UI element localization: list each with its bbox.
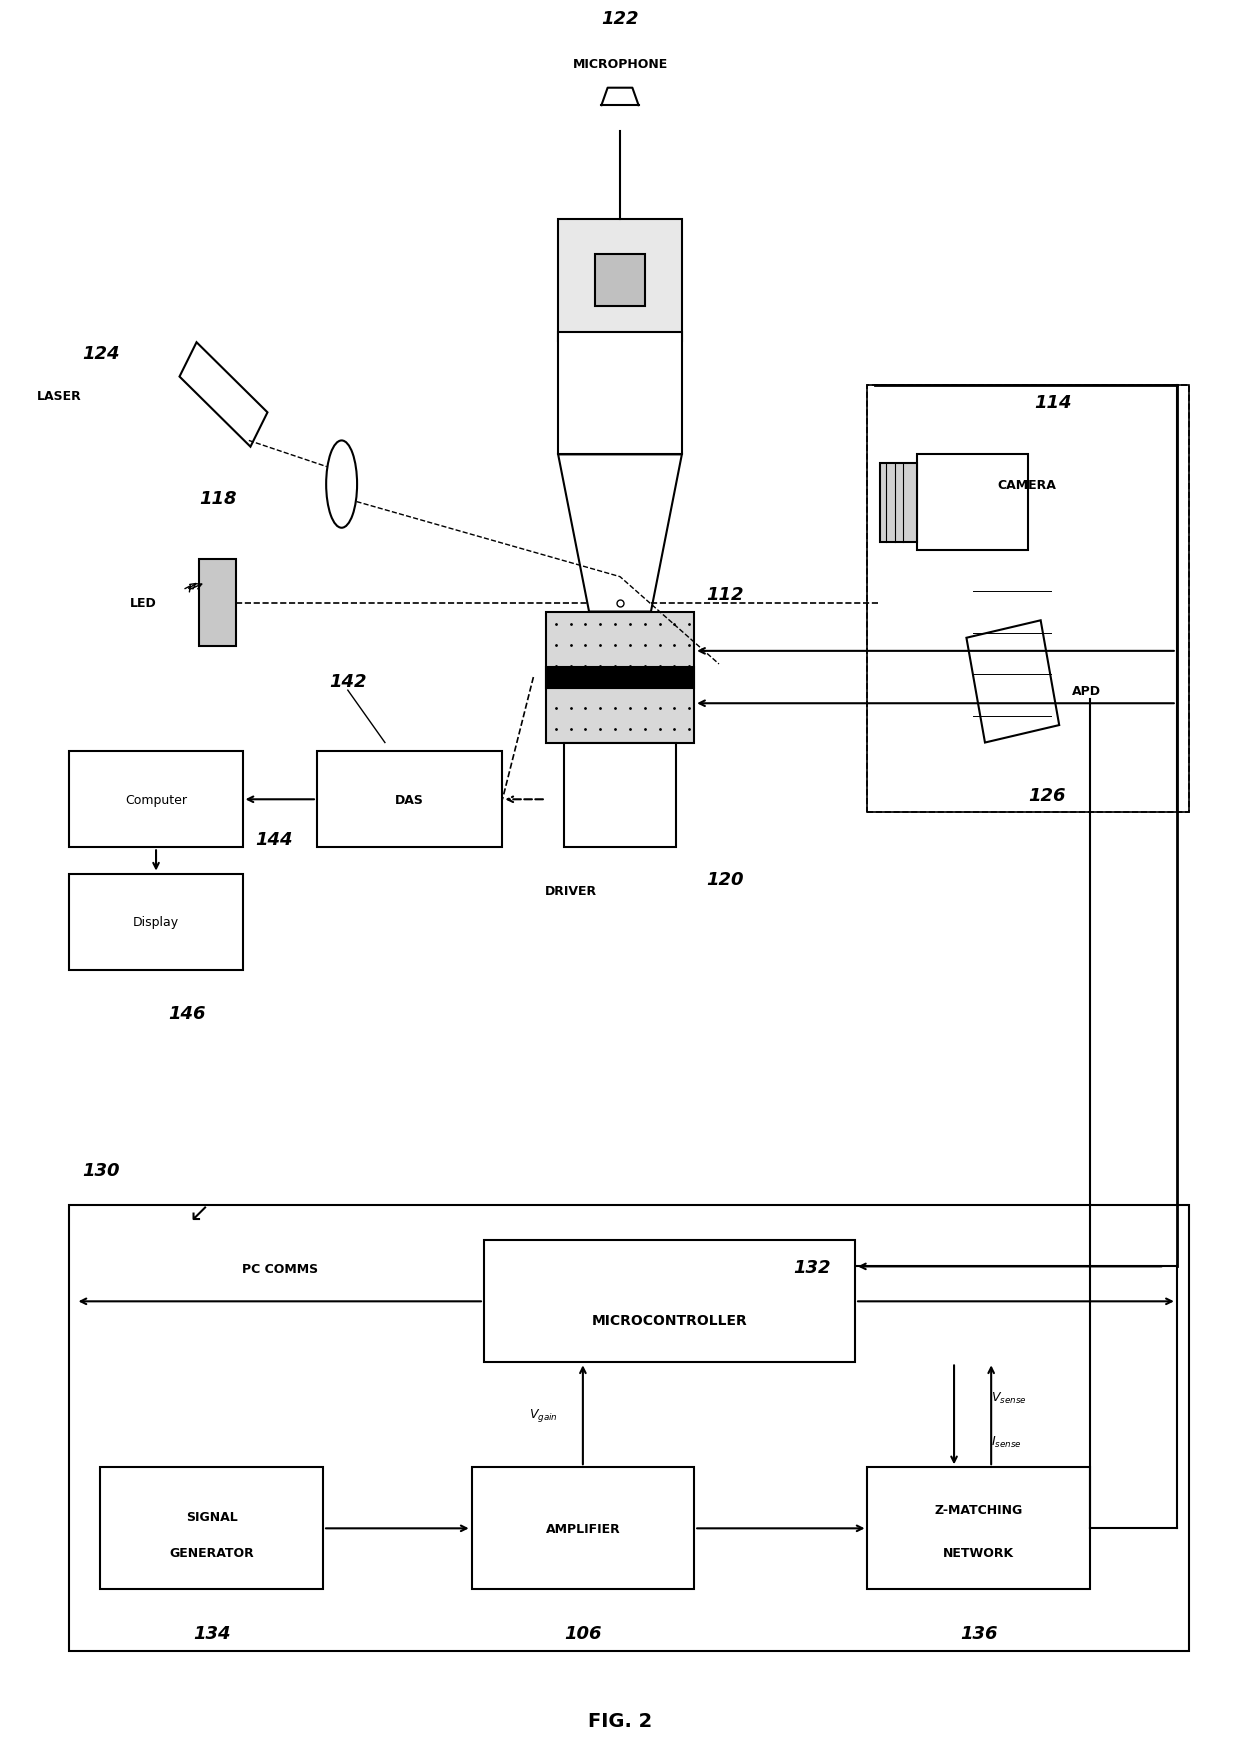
- FancyBboxPatch shape: [484, 1241, 856, 1363]
- Text: $V_{gain}$: $V_{gain}$: [529, 1407, 558, 1423]
- Text: CAMERA: CAMERA: [997, 479, 1056, 493]
- Text: MICROCONTROLLER: MICROCONTROLLER: [591, 1313, 748, 1327]
- FancyBboxPatch shape: [595, 255, 645, 308]
- Text: 114: 114: [1034, 393, 1071, 413]
- Text: 122: 122: [601, 9, 639, 28]
- Text: LED: LED: [130, 598, 157, 610]
- FancyBboxPatch shape: [546, 612, 694, 743]
- Text: 120: 120: [707, 871, 744, 888]
- Text: Display: Display: [133, 916, 179, 928]
- Text: 112: 112: [707, 586, 744, 603]
- Text: GENERATOR: GENERATOR: [170, 1547, 254, 1559]
- Text: SIGNAL: SIGNAL: [186, 1510, 238, 1523]
- FancyBboxPatch shape: [546, 668, 694, 689]
- FancyBboxPatch shape: [868, 1467, 1090, 1589]
- Text: 142: 142: [329, 673, 367, 690]
- FancyBboxPatch shape: [200, 559, 237, 647]
- FancyBboxPatch shape: [317, 752, 502, 848]
- Text: 136: 136: [960, 1624, 997, 1641]
- FancyBboxPatch shape: [558, 332, 682, 454]
- Text: PC COMMS: PC COMMS: [242, 1262, 317, 1276]
- Text: 146: 146: [169, 1005, 206, 1023]
- Text: 126: 126: [1028, 787, 1066, 804]
- Text: NETWORK: NETWORK: [944, 1547, 1014, 1559]
- FancyBboxPatch shape: [100, 1467, 324, 1589]
- Text: 134: 134: [193, 1624, 231, 1641]
- FancyBboxPatch shape: [471, 1467, 694, 1589]
- FancyBboxPatch shape: [564, 743, 676, 848]
- Text: $V_{sense}$: $V_{sense}$: [991, 1390, 1027, 1405]
- FancyBboxPatch shape: [880, 463, 916, 542]
- Text: FIG. 2: FIG. 2: [588, 1711, 652, 1731]
- Text: 130: 130: [82, 1162, 119, 1180]
- FancyBboxPatch shape: [558, 220, 682, 341]
- Text: 106: 106: [564, 1624, 601, 1641]
- Polygon shape: [558, 454, 682, 612]
- FancyBboxPatch shape: [180, 343, 268, 447]
- FancyBboxPatch shape: [916, 454, 1028, 551]
- Text: ↙: ↙: [188, 1203, 210, 1227]
- Text: 144: 144: [255, 830, 293, 848]
- Text: 132: 132: [792, 1259, 831, 1276]
- Ellipse shape: [326, 440, 357, 528]
- Polygon shape: [966, 621, 1059, 743]
- Text: 124: 124: [82, 344, 119, 364]
- Text: MICROPHONE: MICROPHONE: [573, 58, 667, 72]
- Text: LASER: LASER: [37, 390, 82, 402]
- Text: AMPLIFIER: AMPLIFIER: [546, 1523, 620, 1535]
- Text: $I_{sense}$: $I_{sense}$: [991, 1433, 1022, 1449]
- Text: Computer: Computer: [125, 794, 187, 806]
- Text: Z-MATCHING: Z-MATCHING: [935, 1503, 1023, 1517]
- FancyBboxPatch shape: [69, 752, 243, 848]
- Text: 118: 118: [200, 489, 237, 507]
- FancyBboxPatch shape: [69, 874, 243, 970]
- Text: APD: APD: [1071, 683, 1101, 697]
- Text: DRIVER: DRIVER: [544, 884, 596, 898]
- Text: DAS: DAS: [396, 794, 424, 806]
